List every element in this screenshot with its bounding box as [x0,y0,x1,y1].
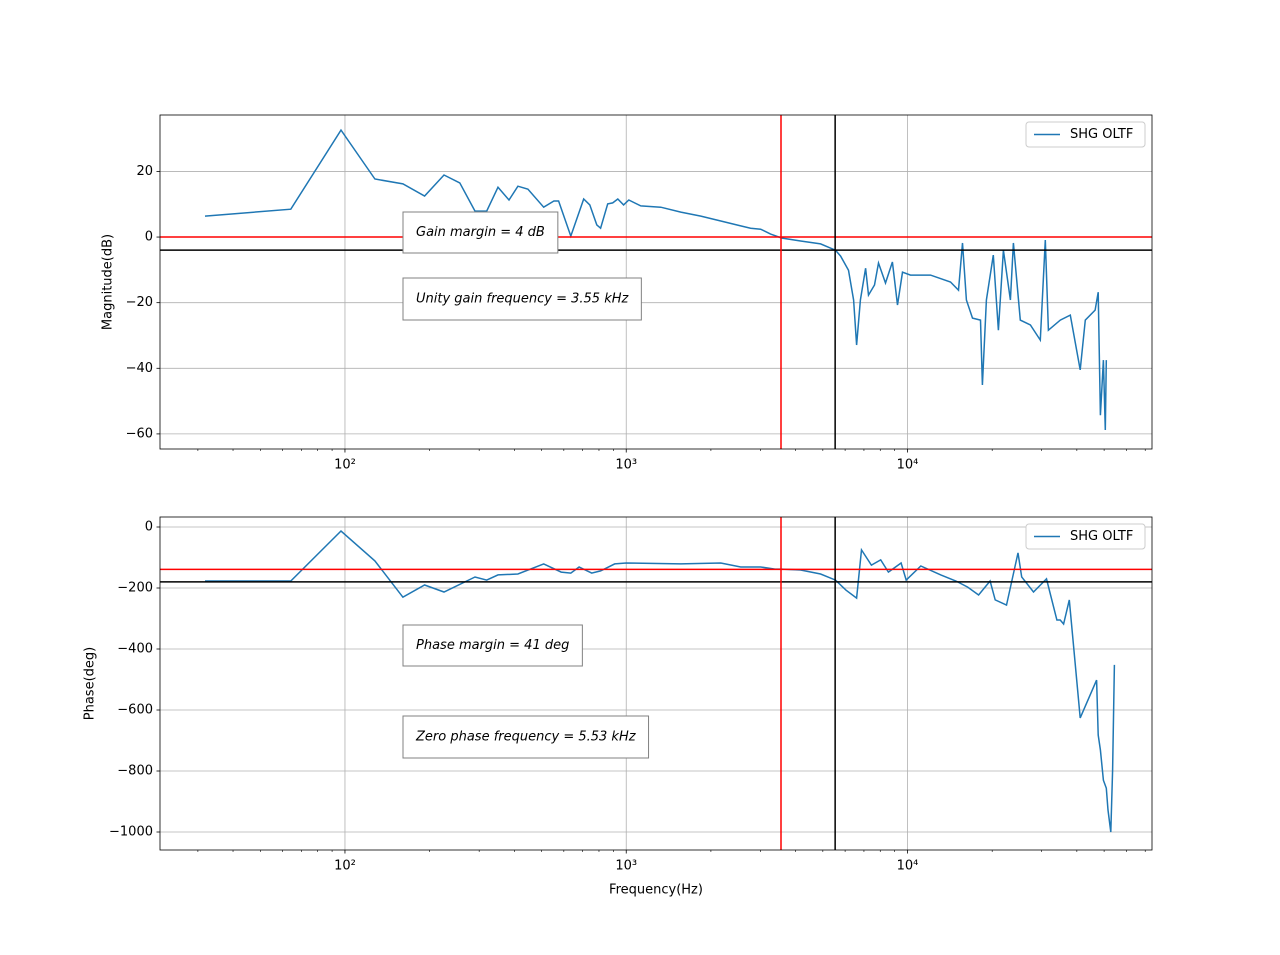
annotation-box [402,211,559,254]
x-tick-label: 10³ [615,859,637,874]
annotation-box [402,624,583,667]
x-tick-label: 10⁴ [897,859,919,874]
x-tick-label: 10⁴ [897,458,919,473]
y-tick-label: −600 [117,703,153,718]
y-axis-label: Phase(deg) [83,647,98,720]
legend-box [1025,121,1146,148]
annotation-box [402,715,650,759]
y-tick-label: 0 [145,230,153,245]
y-tick-label: −1000 [109,825,153,840]
legend-label: SHG OLTF [1070,529,1133,544]
y-tick-label: −400 [117,642,153,657]
data-line [205,529,1116,833]
x-axis-label: Frequency(Hz) [609,883,703,898]
y-tick-label: −800 [117,764,153,779]
annotation: Phase margin = 41 deg [416,638,569,653]
x-tick-label: 10² [334,859,356,874]
annotation: Gain margin = 4 dB [416,225,545,240]
axes-frame [159,516,1153,851]
axes-frame [159,114,1153,450]
data-line [204,128,1108,431]
y-tick-label: 20 [136,164,153,179]
x-tick-label: 10³ [615,458,637,473]
y-tick-label: −200 [117,581,153,596]
legend-label: SHG OLTF [1070,127,1133,142]
legend-box [1025,523,1146,550]
annotation-box [402,277,642,321]
y-tick-label: −40 [126,361,153,376]
annotation: Unity gain frequency = 3.55 kHz [416,292,630,307]
y-tick-label: −20 [126,295,153,310]
y-tick-label: −60 [126,426,153,441]
y-tick-label: 0 [145,520,153,535]
x-tick-label: 10² [334,458,356,473]
annotation: Zero phase frequency = 5.53 kHz [415,730,637,745]
y-axis-label: Magnitude(dB) [101,234,116,330]
